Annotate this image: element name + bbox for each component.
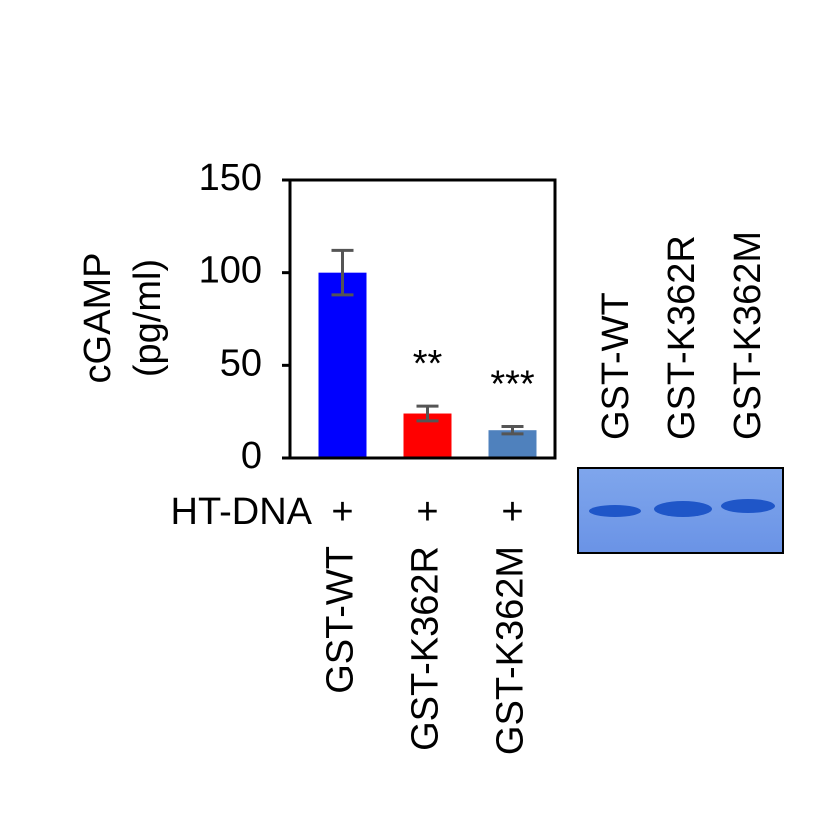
blot (577, 467, 784, 554)
blot-lane-label: GST-WT (595, 292, 637, 440)
gel-band (721, 499, 775, 513)
treatment-mark: + (501, 491, 523, 533)
y-tick-label: 150 (199, 157, 262, 199)
gel-band (654, 501, 712, 517)
treatment-label: HT-DNA (171, 491, 313, 533)
plot-frame (288, 178, 557, 460)
x-tick-label: GST-K362R (405, 546, 447, 751)
treatment-mark: + (416, 491, 438, 533)
significance-label: *** (490, 364, 535, 406)
x-tick-label: GST-K362M (490, 546, 532, 755)
x-tick-label: GST-WT (320, 546, 362, 694)
blot-lane-label: GST-K362M (727, 231, 769, 440)
treatment-mark: + (331, 491, 353, 533)
y-axis-label: cGAMP (77, 253, 119, 384)
y-tick-label: 50 (220, 342, 262, 384)
bar (318, 272, 367, 458)
y-tick-label: 100 (199, 250, 262, 292)
y-tick-label: 0 (241, 435, 262, 477)
significance-label: ** (413, 343, 443, 385)
blot-lane-label: GST-K362R (661, 235, 703, 440)
gel-band (589, 505, 641, 517)
y-axis-label: (pg/ml) (127, 259, 169, 377)
